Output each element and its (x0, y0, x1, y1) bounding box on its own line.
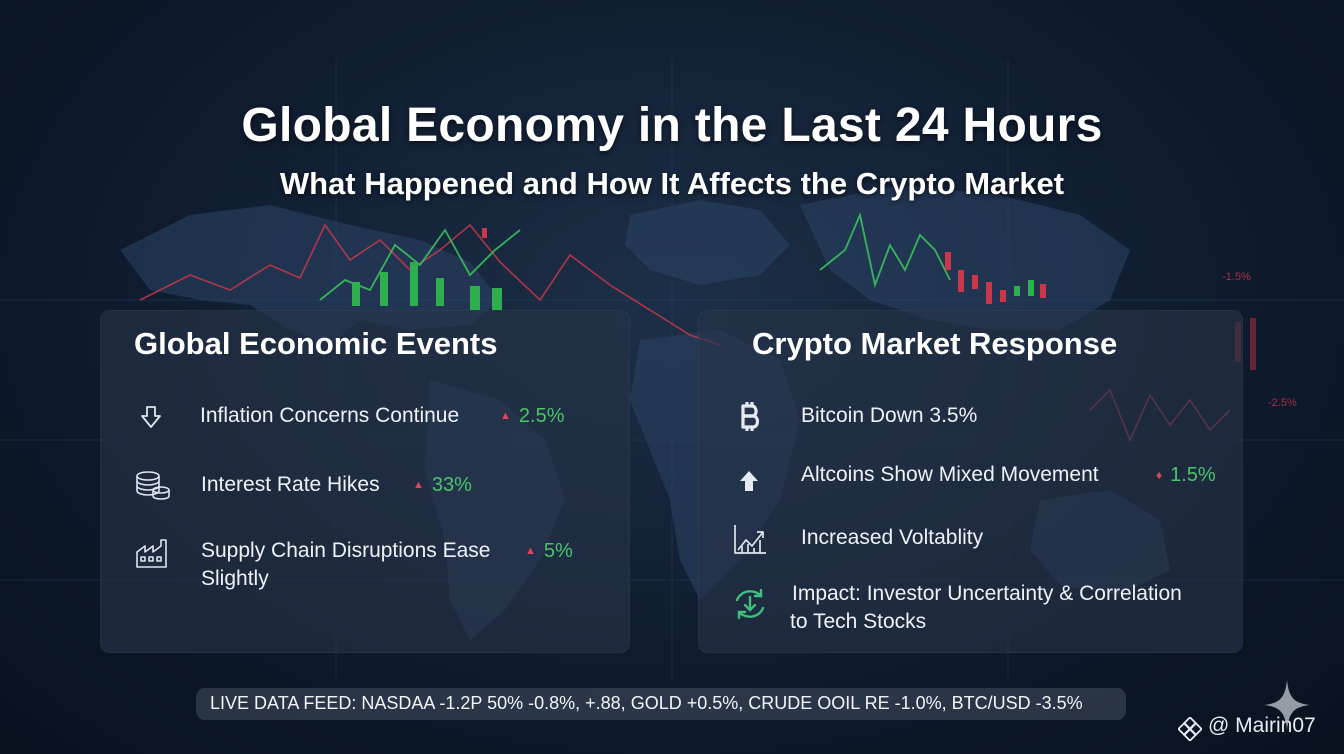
event-label-interest-rates: Interest Rate Hikes (201, 473, 380, 496)
event-change-inflation: ▲ 2.5% (500, 402, 564, 430)
refresh-cycle-icon (735, 588, 765, 620)
red-trend-line (139, 223, 721, 346)
ticker-text: LIVE DATA FEED: NASDAA -1.2P 50% -0.8%, … (210, 693, 1083, 713)
crypto-label-impact-line2: to Tech Stocks (790, 610, 927, 633)
up-triangle-icon: ▲ (500, 410, 511, 422)
page-subtitle: What Happened and How It Affects the Cry… (279, 166, 1065, 201)
live-data-ticker: LIVE DATA FEED: NASDAA -1.2P 50% -0.8%, … (196, 688, 1126, 720)
crypto-change-value: 1.5% (1170, 464, 1216, 486)
up-arrow-icon (740, 471, 758, 491)
event-change-interest-rates: ▲ 33% (413, 471, 472, 499)
up-triangle-icon: ▲ (525, 545, 536, 557)
crypto-label-altcoins: Altcoins Show Mixed Movement (801, 463, 1099, 486)
crypto-response-panel: Crypto Market Response Bitcoin Down 3.5%… (698, 310, 1243, 653)
event-label-inflation: Inflation Concerns Continue (200, 404, 460, 427)
event-label-supply-chain-line2: Slightly (201, 567, 269, 590)
global-events-title: Global Economic Events (134, 326, 498, 361)
event-label-supply-chain: Supply Chain Disruptions Ease (201, 539, 491, 562)
green-spike-line (819, 212, 951, 289)
event-change-value: 33% (431, 474, 472, 496)
event-change-value: 2.5% (518, 405, 565, 427)
crypto-change-altcoins: ♦ 1.5% (1156, 461, 1216, 489)
event-change-value: 5% (543, 540, 573, 562)
rising-chart-icon (734, 525, 766, 554)
factory-icon (136, 539, 167, 568)
bg-percent-label-a: -1.5% (1222, 271, 1251, 283)
crypto-label-volatility: Increased Voltablity (801, 526, 984, 549)
sparkle-icon (1264, 680, 1310, 730)
crypto-label-impact: Impact: Investor Uncertainty & Correlati… (792, 582, 1182, 605)
crypto-label-bitcoin: Bitcoin Down 3.5% (801, 404, 978, 427)
down-arrow-icon (141, 406, 161, 428)
bitcoin-icon (741, 402, 760, 431)
red-diamond-icon: ♦ (1156, 468, 1163, 482)
event-change-supply-chain: ▲ 5% (525, 537, 573, 565)
coin-stack-icon (136, 471, 170, 500)
binance-logo-icon (1178, 717, 1202, 741)
up-triangle-icon: ▲ (413, 479, 424, 491)
page-title: Global Economy in the Last 24 Hours (241, 99, 1103, 152)
global-events-panel: Global Economic Events Inflation Concern… (100, 310, 630, 653)
bg-percent-label-b: -2.5% (1268, 397, 1297, 409)
crypto-response-title: Crypto Market Response (752, 326, 1118, 361)
